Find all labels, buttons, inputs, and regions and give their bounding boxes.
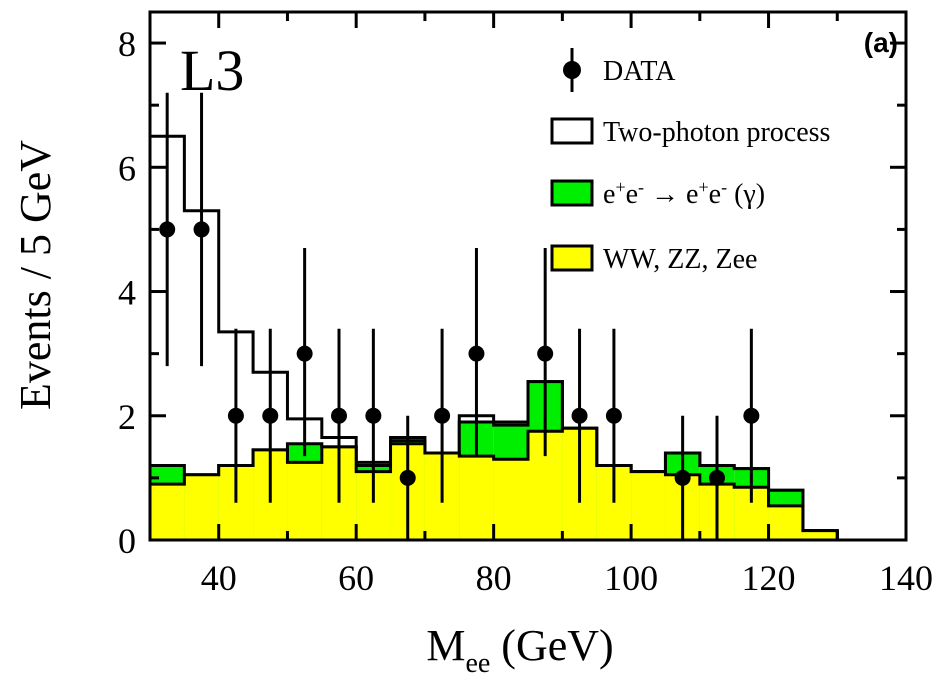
bar-series-0-bin-18	[768, 505, 803, 540]
data-point-4	[296, 345, 313, 362]
data-point-1	[193, 221, 210, 238]
outline-series-0	[148, 426, 906, 542]
bar-series-0-bin-4	[287, 462, 322, 540]
x-tick-label-100: 100	[604, 558, 658, 598]
x-tick-label-80: 80	[476, 558, 512, 598]
x-axis-label-unit: (GeV)	[490, 621, 613, 670]
x-tick-label-120: 120	[742, 558, 796, 598]
plot-frame	[148, 10, 908, 542]
x-tick-label-140: 140	[879, 558, 933, 598]
bar-series-0-bin-1	[184, 474, 219, 540]
data-point-9	[468, 345, 485, 362]
legend-label-1: Two-photon process	[603, 117, 830, 148]
legend-label-3: WW, ZZ, Zee	[603, 244, 757, 275]
legend-swatch-1	[550, 117, 594, 145]
x-axis-label-main: M	[426, 621, 465, 670]
data-point-12	[605, 407, 622, 424]
panel-label: (a)	[864, 27, 898, 58]
data-point-6	[365, 407, 382, 424]
legend-data-marker	[563, 61, 581, 79]
data-point-8	[434, 407, 451, 424]
legend-label-part-7: -	[721, 177, 727, 197]
legend-label-part-2: e	[626, 179, 638, 210]
legend-swatch-2	[550, 179, 594, 207]
data-point-13	[674, 469, 691, 486]
x-axis-label: Mee (GeV)	[426, 621, 613, 679]
bar-series-0-bin-14	[631, 471, 666, 540]
bar-series-0-bin-10	[493, 459, 528, 540]
y-tick-label-2: 2	[118, 397, 136, 437]
y-tick-label-0: 0	[118, 521, 136, 561]
legend-label-part-5: +	[698, 177, 708, 197]
bar-series-0-bin-19	[802, 530, 838, 540]
data-point-10	[537, 345, 554, 362]
legend-label-2: e+e- → e+e- (γ)	[603, 177, 765, 210]
x-axis-label-sub: ee	[465, 648, 490, 679]
x-tick-label-40: 40	[201, 558, 237, 598]
legend-label-part-6: e	[709, 179, 721, 210]
legend-swatch-3	[550, 244, 594, 272]
data-point-14	[709, 469, 725, 486]
data-point-5	[331, 407, 347, 424]
legend-label-part-1: +	[615, 177, 625, 197]
legend-label-part-0: e	[603, 179, 615, 210]
y-tick-label-6: 6	[118, 148, 136, 188]
data-point-11	[571, 407, 588, 424]
data-points-layer	[159, 92, 760, 540]
data-point-15	[743, 407, 760, 424]
legend-label-part-4: → e	[644, 179, 698, 210]
data-point-0	[159, 221, 176, 238]
data-point-7	[399, 469, 416, 486]
x-tick-label-60: 60	[338, 558, 374, 598]
ticks-layer: 0 2 4 6 8 40 60 80 100 120 140	[118, 12, 933, 598]
experiment-label: L3	[180, 38, 244, 103]
legend-label-0: DATA	[603, 56, 676, 87]
bar-series-0-bin-9	[459, 456, 494, 540]
histogram-layer	[148, 134, 906, 542]
legend-label-part-3: -	[638, 177, 644, 197]
legend-label-part-8: (γ)	[727, 179, 765, 210]
data-point-2	[227, 407, 244, 424]
data-point-3	[262, 407, 279, 424]
bar-series-0-bin-0	[150, 484, 185, 540]
y-axis-label: Events / 5 GeV	[11, 140, 60, 410]
y-tick-label-4: 4	[118, 273, 136, 313]
y-tick-label-8: 8	[118, 24, 136, 64]
